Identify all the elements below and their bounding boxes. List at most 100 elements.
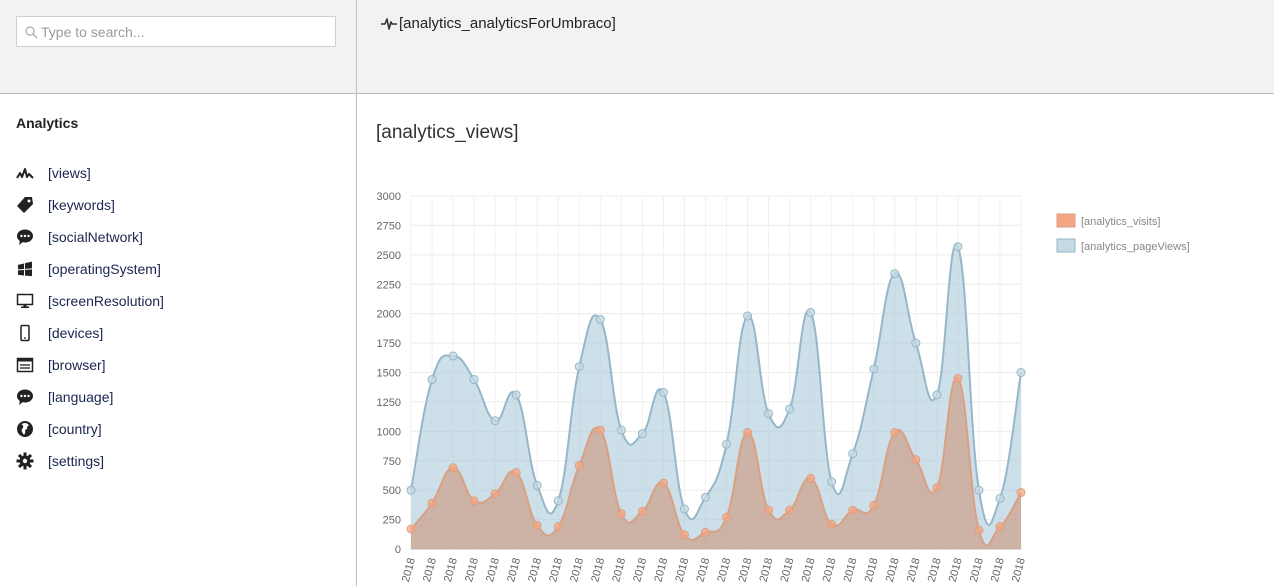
data-point: [658, 388, 668, 398]
x-tick-label: 2018: [842, 557, 860, 584]
data-point: [785, 404, 795, 414]
legend-swatch: [1056, 238, 1076, 253]
x-tick-label: 2018: [631, 557, 649, 584]
sidebar-item-label: [devices]: [48, 325, 104, 341]
sidebar-item-country[interactable]: [country]: [16, 413, 164, 445]
sidebar-item-label: [country]: [48, 421, 102, 437]
windows-icon: [16, 260, 34, 278]
legend-label: [analytics_visits]: [1081, 216, 1160, 228]
x-tick-label: 2018: [505, 557, 523, 584]
x-tick-label: 2018: [400, 557, 418, 584]
sidebar-item-label: [keywords]: [48, 197, 115, 213]
sidebar-item-keywords[interactable]: [keywords]: [16, 189, 164, 221]
section-title: [analytics_views]: [376, 122, 519, 143]
sidebar-item-operating-system[interactable]: [operatingSystem]: [16, 253, 164, 285]
data-point: [722, 439, 732, 449]
data-point: [553, 496, 563, 506]
data-point: [532, 520, 542, 530]
sidebar: Analytics [views] [keywords] [socialNetw…: [0, 94, 357, 586]
data-point: [406, 524, 416, 534]
data-point: [448, 351, 458, 361]
x-tick-label: 2018: [905, 557, 923, 584]
data-point: [616, 509, 626, 519]
x-tick-label: 2018: [863, 557, 881, 584]
globe-icon: [16, 420, 34, 438]
page-header: [analytics_analyticsForUmbraco]: [357, 0, 1274, 94]
sidebar-item-label: [settings]: [48, 453, 105, 469]
data-point: [995, 522, 1005, 532]
sidebar-item-views[interactable]: [views]: [16, 157, 164, 189]
data-point: [890, 428, 900, 438]
data-point: [722, 512, 732, 522]
y-tick-label: 2500: [377, 250, 401, 262]
data-point: [574, 460, 584, 470]
page-title: [analytics_analyticsForUmbraco]: [399, 15, 616, 32]
sidebar-item-label: [screenResolution]: [48, 293, 164, 309]
data-point: [679, 504, 689, 514]
data-point: [974, 525, 984, 535]
data-point: [953, 242, 963, 252]
data-point: [764, 505, 774, 515]
chat-bubble-icon: [16, 388, 34, 406]
data-point: [574, 362, 584, 372]
data-point: [827, 477, 837, 487]
browser-window-icon: [16, 356, 34, 374]
sidebar-item-screen-resolution[interactable]: [screenResolution]: [16, 285, 164, 317]
sidebar-item-language[interactable]: [language]: [16, 381, 164, 413]
y-tick-label: 2000: [377, 309, 401, 321]
data-point: [869, 364, 879, 374]
data-point: [785, 505, 795, 515]
data-point: [911, 455, 921, 465]
x-tick-label: 2018: [694, 557, 712, 584]
data-point: [469, 496, 479, 506]
data-point: [869, 500, 879, 510]
views-chart: 0 250 500 750 1000 1250 1500 1750 2000 2250 2500 27…: [377, 191, 1190, 584]
data-point: [490, 489, 500, 499]
y-tick-label: 2250: [377, 279, 401, 291]
main-content: 0 250 500 750 1000 1250 1500 1750 2000 2250 2500 27…: [357, 95, 1274, 586]
y-tick-label: 500: [383, 485, 401, 497]
x-tick-label: 2018: [568, 557, 586, 584]
sidebar-item-label: [views]: [48, 165, 91, 181]
search-panel-header: [0, 0, 357, 94]
sidebar-item-settings[interactable]: [settings]: [16, 445, 164, 477]
x-tick-label: 2018: [968, 557, 986, 584]
data-point: [995, 493, 1005, 503]
x-tick-label: 2018: [484, 557, 502, 584]
x-tick-label: 2018: [652, 557, 670, 584]
x-tick-label: 2018: [821, 557, 839, 584]
search-input[interactable]: [41, 18, 331, 45]
data-point: [595, 425, 605, 435]
data-point: [848, 449, 858, 459]
data-point: [427, 375, 437, 385]
header-title-group: [analytics_analyticsForUmbraco]: [381, 15, 616, 32]
sidebar-item-browser[interactable]: [browser]: [16, 349, 164, 381]
sidebar-item-devices[interactable]: [devices]: [16, 317, 164, 349]
sidebar-nav: [views] [keywords] [socialNetwork] [oper…: [16, 157, 164, 477]
search-box[interactable]: [16, 16, 336, 47]
y-tick-label: 2750: [377, 220, 401, 232]
search-icon: [25, 26, 38, 39]
x-tick-label: 2018: [526, 557, 544, 584]
data-point: [511, 468, 521, 478]
data-point: [595, 315, 605, 325]
sidebar-item-label: [language]: [48, 389, 114, 405]
sidebar-item-label: [socialNetwork]: [48, 229, 143, 245]
data-point: [427, 498, 437, 508]
series-area: [411, 377, 1021, 549]
x-tick-label: 2018: [421, 557, 439, 584]
data-point: [532, 480, 542, 490]
chart-line-icon: [16, 164, 34, 182]
legend-swatch: [1056, 213, 1076, 228]
x-tick-label: 2018: [673, 557, 691, 584]
data-point: [637, 506, 647, 516]
data-point: [932, 390, 942, 400]
x-tick-label: 2018: [547, 557, 565, 584]
data-point: [1016, 488, 1026, 498]
x-tick-label: 2018: [610, 557, 628, 584]
y-tick-label: 250: [383, 515, 401, 527]
data-point: [490, 416, 500, 426]
legend-label: [analytics_pageViews]: [1081, 241, 1190, 253]
sidebar-item-label: [browser]: [48, 357, 106, 373]
sidebar-item-social-network[interactable]: [socialNetwork]: [16, 221, 164, 253]
